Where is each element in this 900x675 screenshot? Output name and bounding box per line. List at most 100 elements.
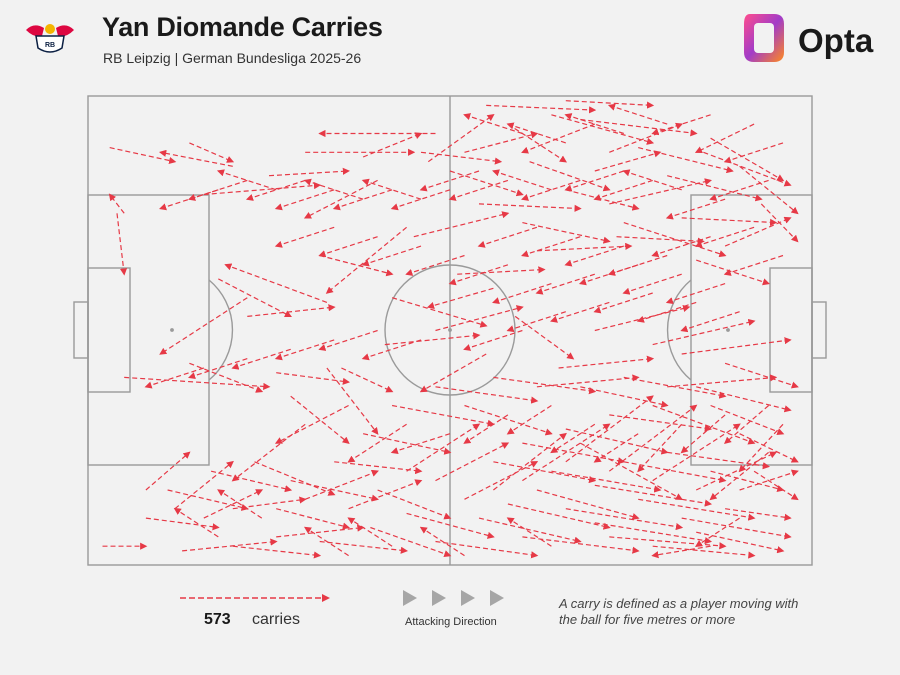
carry-arrow xyxy=(493,432,567,491)
carry-arrow xyxy=(680,414,726,454)
opta-wordmark: Opta xyxy=(798,22,874,59)
carry-arrow xyxy=(710,137,785,182)
carry-arrow xyxy=(247,304,336,317)
carry-arrow xyxy=(361,178,422,200)
opta-logo-icon xyxy=(744,14,784,62)
carry-arrow xyxy=(696,531,785,554)
carry-arrow xyxy=(216,169,277,191)
carry-arrow xyxy=(724,362,799,389)
carry-arrow xyxy=(652,318,756,346)
carry-arrow xyxy=(593,179,653,201)
carry-arrow xyxy=(348,479,423,510)
header: RB Yan Diomande Carries RB Leipzig | Ger… xyxy=(0,0,900,90)
carry-arrow xyxy=(274,226,335,248)
carry-arrow xyxy=(680,311,740,333)
right-penalty-area xyxy=(690,194,813,466)
carry-arrow xyxy=(506,122,566,144)
carry-arrow xyxy=(580,442,683,500)
carry-arrow xyxy=(522,442,626,465)
carry-arrow xyxy=(406,423,481,472)
carry-arrow xyxy=(652,545,756,559)
carry-arrow xyxy=(159,297,248,355)
carry-arrow xyxy=(435,442,510,482)
carry-arrow xyxy=(665,283,726,305)
carry-arrow xyxy=(268,167,351,177)
carry-arrow xyxy=(565,428,669,455)
carry-arrow xyxy=(218,278,292,318)
carry-arrow xyxy=(390,433,451,455)
svg-text:RB: RB xyxy=(45,42,55,49)
carry-arrow xyxy=(694,226,755,248)
carry-arrow xyxy=(710,470,785,493)
carry-arrow xyxy=(739,165,799,215)
carry-arrow xyxy=(607,103,668,125)
carry-arrow xyxy=(332,189,393,211)
carry-arrow xyxy=(420,151,503,165)
carry-arrow xyxy=(652,423,741,482)
carry-arrow xyxy=(189,142,235,163)
carry-arrow xyxy=(681,517,792,540)
carry-arrow xyxy=(124,376,271,391)
carry-arrow xyxy=(535,273,595,295)
carry-arrow xyxy=(419,526,465,557)
carry-arrow xyxy=(651,236,711,258)
carry-arrow xyxy=(391,297,488,328)
carry-arrow xyxy=(492,283,552,305)
carry-arrow xyxy=(580,386,669,408)
carry-arrow xyxy=(116,213,128,276)
carry-arrow xyxy=(419,170,480,192)
carry-arrow xyxy=(144,367,204,389)
carry-arrow xyxy=(435,305,524,332)
carry-arrow xyxy=(609,122,684,153)
carry-arrow xyxy=(514,315,575,360)
carry-arrow xyxy=(607,254,668,276)
carry-arrow xyxy=(578,264,639,286)
carry-arrow xyxy=(413,211,510,238)
left-penalty-arc xyxy=(208,279,234,381)
carry-arrow xyxy=(188,179,248,201)
carry-arrow xyxy=(536,489,640,521)
carry-arrow xyxy=(347,423,407,463)
carry-arrow xyxy=(448,179,509,201)
carry-arrow xyxy=(303,179,378,219)
carry-arrow xyxy=(477,226,538,248)
rb-leipzig-crest-icon: RB xyxy=(26,24,74,53)
carry-arrow xyxy=(564,170,624,192)
carry-arrow xyxy=(703,151,792,187)
carry-arrow xyxy=(565,189,640,211)
carry-arrow xyxy=(616,236,705,245)
opta-brand: Opta xyxy=(740,10,890,66)
carry-arrow xyxy=(304,469,379,500)
carry-arrow xyxy=(724,405,769,445)
carry-arrow xyxy=(319,540,409,554)
left-penalty-spot xyxy=(170,328,174,332)
carry-arrow xyxy=(709,179,769,201)
carry-arrow xyxy=(593,433,639,463)
carry-arrow xyxy=(667,451,771,470)
left-six-yard-box xyxy=(87,267,131,393)
carry-arrow xyxy=(361,245,422,267)
carry-arrow xyxy=(637,423,683,473)
right-goal xyxy=(811,301,827,359)
carry-arrow xyxy=(406,512,495,539)
carry-arrow xyxy=(449,170,524,197)
carry-arrow xyxy=(492,169,552,191)
carry-arrow xyxy=(558,355,655,369)
centre-spot xyxy=(448,328,452,332)
carry-arrow xyxy=(622,273,682,295)
carry-arrow xyxy=(370,526,452,558)
carry-arrow xyxy=(521,236,581,258)
carry-arrow xyxy=(419,353,487,393)
carry-arrow xyxy=(623,376,727,399)
carry-arrow xyxy=(564,113,624,135)
carry-arrow xyxy=(638,147,734,174)
carry-arrow xyxy=(522,423,611,482)
carry-arrow xyxy=(326,367,379,435)
carry-arrow xyxy=(609,536,727,550)
pitch-markings xyxy=(73,95,827,566)
carry-arrow xyxy=(551,114,655,145)
carry-arrow xyxy=(276,508,350,530)
carry-arrow xyxy=(362,132,423,158)
carry-arrow xyxy=(638,498,756,521)
carry-arrow xyxy=(550,301,610,323)
